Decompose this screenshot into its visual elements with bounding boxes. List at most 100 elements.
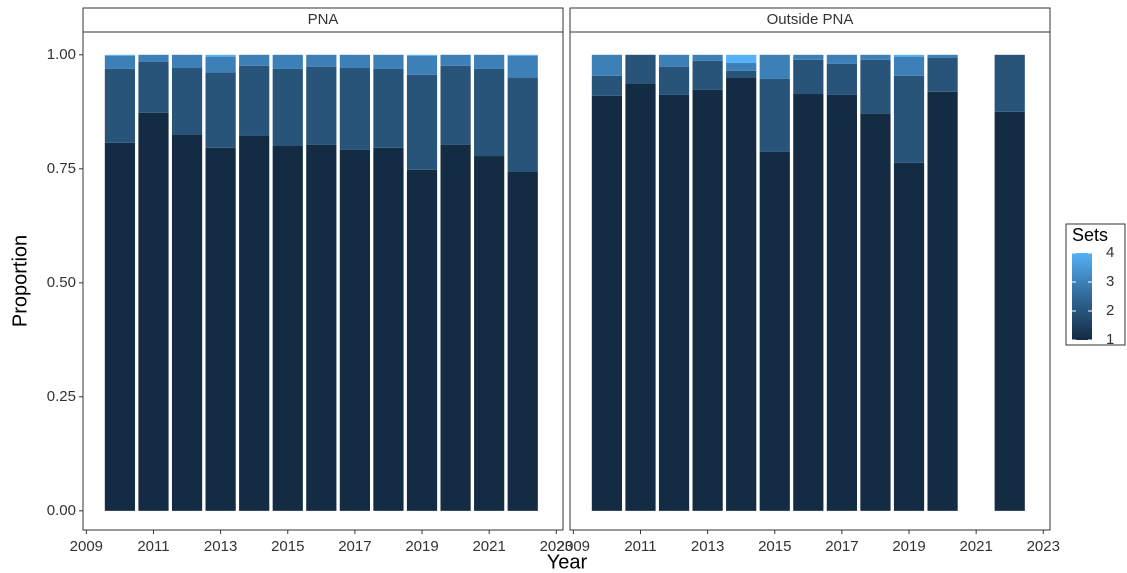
x-tick-label: 2013 [204, 538, 237, 555]
y-tick-label: 0.50 [47, 274, 76, 291]
bar-segment [339, 54, 370, 69]
bar-segment [474, 54, 505, 69]
bar-segment [104, 55, 136, 69]
x-tick-label: 2023 [1027, 538, 1060, 555]
bar-segment [860, 113, 891, 511]
bar-segment [373, 147, 404, 511]
bar-segment [759, 78, 790, 152]
bar-segment [591, 75, 623, 96]
bar-segment [893, 75, 925, 163]
bar-segment [692, 54, 723, 61]
bar-segment [507, 54, 538, 56]
bar-segment [440, 144, 471, 511]
bar-segment [893, 56, 925, 76]
bar-segment [406, 169, 438, 511]
legend-label: 4 [1106, 244, 1114, 261]
bar-segment [339, 68, 370, 150]
x-tick-label: 2011 [624, 538, 656, 555]
x-axis-title: Year [547, 551, 588, 573]
bar-segment [658, 54, 690, 67]
bar-segment [373, 68, 404, 148]
bar-segment [171, 54, 203, 69]
bar-segment [239, 54, 270, 66]
legend-colorbar [1072, 253, 1092, 340]
bar-segment [440, 54, 471, 66]
y-axis-title: Proportion [9, 235, 31, 327]
bar-segment [591, 95, 623, 511]
bar-segment [205, 54, 236, 57]
x-tick-label: 2009 [557, 538, 590, 555]
bar-segment [658, 94, 690, 511]
bar-segment [239, 135, 270, 511]
panel-border [82, 31, 564, 531]
facet-title: Outside PNA [767, 11, 854, 28]
bar-segment [860, 59, 891, 114]
y-tick-label: 0.75 [47, 160, 76, 177]
bar-segment [826, 94, 857, 511]
bar-segment [339, 149, 370, 511]
bar-segment [927, 54, 958, 58]
x-tick-label: 2015 [758, 538, 791, 555]
bar-segment [591, 54, 623, 76]
bar-segment [171, 134, 203, 511]
bar-segment [927, 57, 958, 92]
x-tick-label: 2021 [959, 538, 992, 555]
bar-segment [927, 91, 958, 511]
bar-segment [726, 77, 757, 511]
x-tick-label: 2019 [405, 538, 438, 555]
bar-segment [474, 68, 505, 157]
bar-segment [759, 151, 790, 511]
bar-segment [625, 54, 656, 84]
x-tick-label: 2011 [137, 538, 169, 555]
bar-segment [406, 55, 438, 75]
bar-segment [373, 54, 404, 69]
legend-label: 1 [1106, 331, 1114, 348]
bar-segment [205, 147, 236, 511]
y-tick-label: 0.25 [47, 388, 76, 405]
bar-segment [692, 60, 723, 90]
x-tick-label: 2009 [70, 538, 103, 555]
bar-segment [658, 66, 690, 95]
bar-segment [239, 65, 270, 136]
x-tick-label: 2021 [472, 538, 505, 555]
bar-segment [793, 94, 824, 511]
bar-segment [507, 172, 538, 511]
x-tick-label: 2017 [825, 538, 858, 555]
bar-segment [104, 54, 136, 56]
bar-segment [726, 70, 757, 78]
bar-segment [793, 54, 824, 60]
bar-segment [826, 63, 857, 95]
bar-segment [272, 68, 303, 147]
bar-segment [272, 54, 303, 69]
legend-label: 3 [1106, 273, 1114, 290]
bar-segment [171, 68, 203, 135]
x-tick-label: 2019 [892, 538, 925, 555]
panel-border [569, 31, 1051, 531]
facet-title: PNA [308, 11, 339, 28]
bar-segment [406, 74, 438, 170]
bar-segment [138, 61, 169, 113]
bar-segment [893, 54, 925, 57]
bar-segment [726, 54, 757, 64]
legend-label: 2 [1106, 302, 1114, 319]
bar-segment [994, 111, 1025, 511]
bar-segment [994, 54, 1025, 112]
bar-segment [138, 112, 169, 511]
bar-segment [440, 65, 471, 145]
bar-segment [726, 63, 757, 71]
bar-segment [306, 66, 337, 145]
bar-segment [474, 156, 505, 511]
bar-segment [306, 144, 337, 511]
legend-box [1065, 223, 1126, 346]
bar-segment [104, 68, 136, 143]
bar-segment [826, 54, 857, 64]
bar-segment [272, 146, 303, 511]
bar-segment [104, 142, 136, 511]
facet-strip [82, 7, 564, 33]
bar-segment [205, 56, 236, 73]
legend-title: Sets [1072, 225, 1108, 245]
bar-segment [625, 83, 656, 511]
bar-segment [306, 54, 337, 67]
bar-segment [507, 77, 538, 173]
